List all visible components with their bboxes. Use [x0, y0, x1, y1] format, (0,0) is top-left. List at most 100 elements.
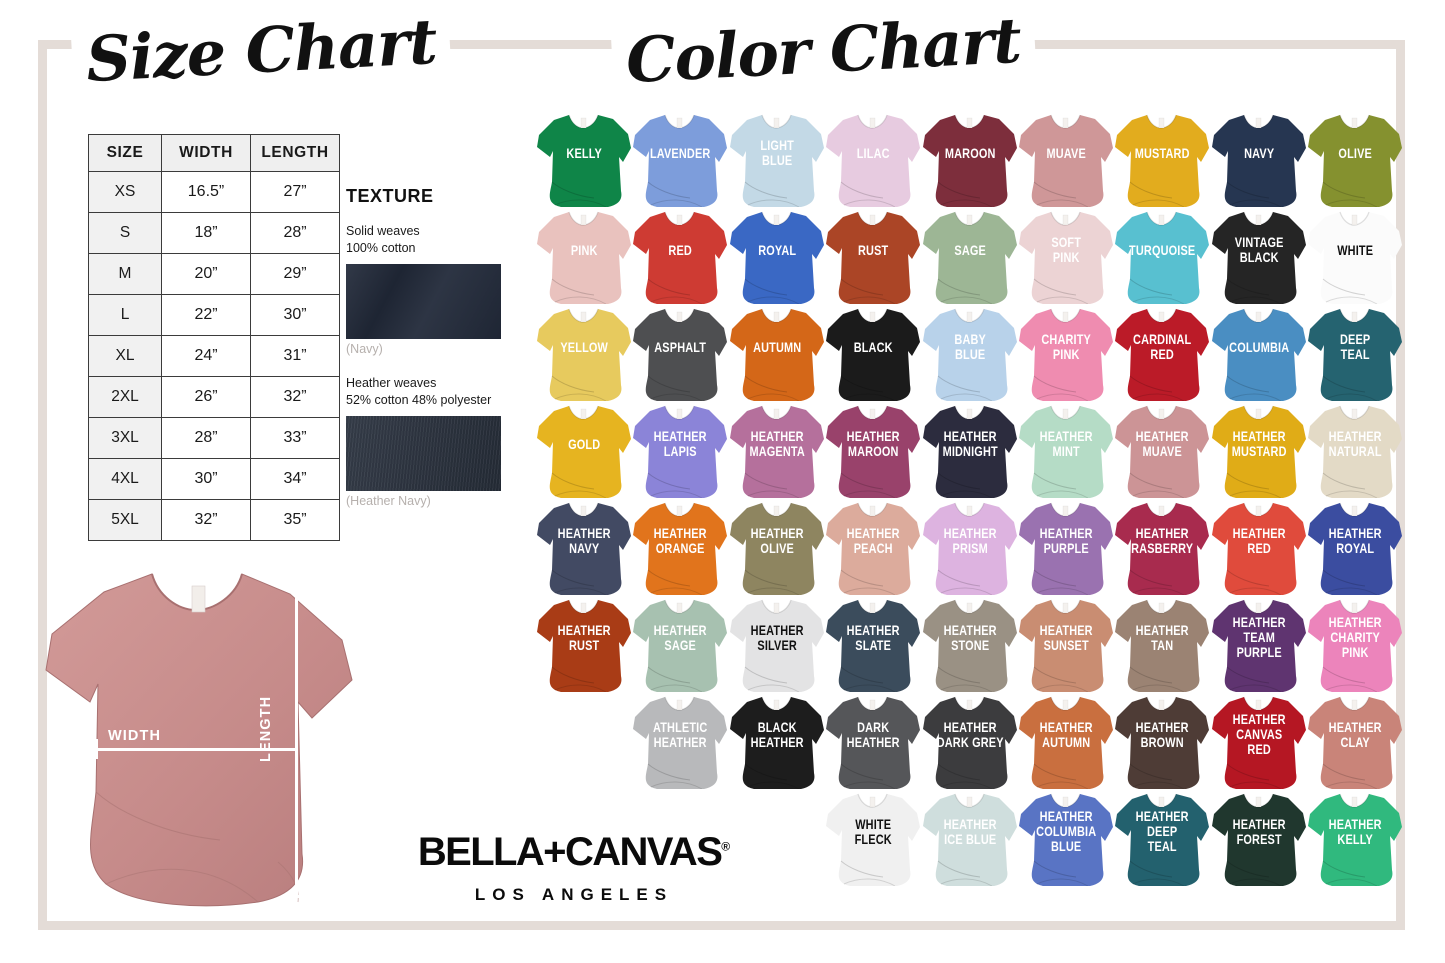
tshirt-icon	[1308, 793, 1403, 886]
color-swatch-shirt[interactable]: HEATHER NATURAL	[1307, 401, 1403, 498]
color-swatch-shirt[interactable]: NAVY	[1211, 110, 1307, 207]
color-swatch-shirt[interactable]: HEATHER PURPLE	[1018, 498, 1114, 595]
color-swatch-shirt[interactable]: HEATHER SUNSET	[1018, 595, 1114, 692]
table-row: 3XL 28” 33”	[88, 417, 340, 459]
color-swatch-shirt[interactable]: BLACK HEATHER	[729, 692, 825, 789]
column-header-width: WIDTH	[161, 134, 251, 172]
color-swatch-shirt[interactable]: ASPHALT	[632, 304, 728, 401]
color-swatch-shirt[interactable]: RED	[632, 207, 728, 304]
color-swatch-shirt[interactable]: HEATHER PEACH	[825, 498, 921, 595]
color-swatch-shirt[interactable]: HEATHER NAVY	[536, 498, 632, 595]
tshirt-icon	[729, 211, 824, 304]
color-swatch-shirt[interactable]: HEATHER AUTUMN	[1018, 692, 1114, 789]
tshirt-icon	[1211, 211, 1306, 304]
color-swatch-shirt[interactable]: BABY BLUE	[922, 304, 1018, 401]
color-swatch-shirt[interactable]: PINK	[536, 207, 632, 304]
color-swatch-shirt[interactable]: HEATHER OLIVE	[729, 498, 825, 595]
color-swatch-shirt[interactable]: COLUMBIA	[1211, 304, 1307, 401]
cell-size: S	[88, 212, 162, 254]
tshirt-icon	[729, 502, 824, 595]
color-swatch-shirt[interactable]: SOFT PINK	[1018, 207, 1114, 304]
tshirt-icon	[633, 114, 728, 207]
color-swatch-shirt[interactable]: HEATHER KELLY	[1307, 789, 1403, 886]
color-swatch-shirt[interactable]: HEATHER MINT	[1018, 401, 1114, 498]
color-swatch-shirt[interactable]: HEATHER ORANGE	[632, 498, 728, 595]
cell-length: 32”	[250, 376, 340, 418]
color-swatch-shirt[interactable]: HEATHER SLATE	[825, 595, 921, 692]
color-swatch-shirt[interactable]: HEATHER SAGE	[632, 595, 728, 692]
color-swatch-shirt[interactable]: HEATHER LAPIS	[632, 401, 728, 498]
color-swatch-shirt[interactable]: HEATHER RED	[1211, 498, 1307, 595]
color-swatch-shirt[interactable]: DARK HEATHER	[825, 692, 921, 789]
color-swatch-shirt[interactable]: CHARITY PINK	[1018, 304, 1114, 401]
color-swatch-shirt[interactable]: DEEP TEAL	[1307, 304, 1403, 401]
color-swatch-shirt[interactable]: HEATHER TAN	[1114, 595, 1210, 692]
color-swatch-shirt[interactable]: TURQUOISE	[1114, 207, 1210, 304]
tshirt-icon	[1018, 696, 1113, 789]
color-swatch-shirt[interactable]: AUTUMN	[729, 304, 825, 401]
color-swatch-shirt[interactable]: HEATHER ICE BLUE	[922, 789, 1018, 886]
table-row: M 20” 29”	[88, 253, 340, 295]
color-swatch-shirt[interactable]: HEATHER FOREST	[1211, 789, 1307, 886]
color-swatch-shirt[interactable]: MUAVE	[1018, 110, 1114, 207]
color-swatch-shirt[interactable]: ATHLETIC HEATHER	[632, 692, 728, 789]
color-swatch-shirt[interactable]: HEATHER RASBERRY	[1114, 498, 1210, 595]
color-swatch-shirt[interactable]: WHITE FLECK	[825, 789, 921, 886]
color-swatch-shirt[interactable]: VINTAGE BLACK	[1211, 207, 1307, 304]
color-swatch-shirt[interactable]: HEATHER ROYAL	[1307, 498, 1403, 595]
color-swatch-shirt[interactable]: OLIVE	[1307, 110, 1403, 207]
tshirt-icon	[537, 114, 631, 207]
color-swatch-shirt[interactable]: HEATHER MUAVE	[1114, 401, 1210, 498]
color-swatch-shirt[interactable]: KELLY	[536, 110, 632, 207]
color-swatch-shirt[interactable]: HEATHER CLAY	[1307, 692, 1403, 789]
tshirt-icon	[1115, 793, 1210, 886]
color-swatch-shirt[interactable]: HEATHER STONE	[922, 595, 1018, 692]
tshirt-icon	[1115, 599, 1210, 692]
cell-size: 3XL	[88, 417, 162, 459]
color-swatch-shirt[interactable]: HEATHER RUST	[536, 595, 632, 692]
color-swatch-shirt[interactable]: WHITE	[1307, 207, 1403, 304]
color-swatch-shirt[interactable]: SAGE	[922, 207, 1018, 304]
color-swatch-shirt[interactable]: HEATHER MUSTARD	[1211, 401, 1307, 498]
color-swatch-shirt[interactable]: HEATHER CHARITY PINK	[1307, 595, 1403, 692]
color-swatch-shirt[interactable]: LILAC	[825, 110, 921, 207]
tshirt-icon	[922, 405, 1017, 498]
color-swatch-shirt[interactable]: YELLOW	[536, 304, 632, 401]
tshirt-icon	[1308, 405, 1403, 498]
color-swatch-shirt[interactable]: HEATHER DEEP TEAL	[1114, 789, 1210, 886]
tshirt-icon	[1018, 308, 1113, 401]
tshirt-icon	[1018, 599, 1113, 692]
color-swatch-shirt[interactable]: LIGHT BLUE	[729, 110, 825, 207]
color-swatch-shirt[interactable]: HEATHER CANVAS RED	[1211, 692, 1307, 789]
color-swatch-shirt[interactable]: HEATHER DARK GREY	[922, 692, 1018, 789]
color-swatch-shirt[interactable]: MUSTARD	[1114, 110, 1210, 207]
cell-width: 30”	[161, 458, 251, 500]
tshirt-icon	[1018, 211, 1113, 304]
color-swatch-shirt[interactable]: HEATHER PRISM	[922, 498, 1018, 595]
color-row: HEATHER RUST HEATHER SAGE HEATHER SILVER HE…	[536, 595, 1404, 692]
color-swatch-shirt[interactable]: HEATHER COLUMBIA BLUE	[1018, 789, 1114, 886]
tshirt-icon	[1308, 114, 1403, 207]
tshirt-icon	[1115, 405, 1210, 498]
cell-width: 18”	[161, 212, 251, 254]
color-swatch-shirt[interactable]: HEATHER MAROON	[825, 401, 921, 498]
color-swatch-shirt[interactable]: CARDINAL RED	[1114, 304, 1210, 401]
cell-size: L	[88, 294, 162, 336]
width-measure-cap	[95, 739, 98, 759]
tshirt-icon	[922, 308, 1017, 401]
tshirt-icon	[633, 211, 728, 304]
color-swatch-shirt[interactable]: GOLD	[536, 401, 632, 498]
color-swatch-shirt[interactable]: ROYAL	[729, 207, 825, 304]
color-swatch-shirt[interactable]: MAROON	[922, 110, 1018, 207]
color-swatch-shirt[interactable]: HEATHER BROWN	[1114, 692, 1210, 789]
color-swatch-shirt[interactable]: LAVENDER	[632, 110, 728, 207]
bella-canvas-logo: BELLA+CANVAS® LOS ANGELES	[374, 832, 774, 905]
color-swatch-shirt[interactable]: RUST	[825, 207, 921, 304]
color-swatch-shirt[interactable]: HEATHER SILVER	[729, 595, 825, 692]
color-swatch-shirt[interactable]: HEATHER TEAM PURPLE	[1211, 595, 1307, 692]
tshirt-icon	[729, 308, 824, 401]
color-swatch-shirt[interactable]: HEATHER MIDNIGHT	[922, 401, 1018, 498]
color-swatch-shirt[interactable]: HEATHER MAGENTA	[729, 401, 825, 498]
color-swatch-shirt[interactable]: BLACK	[825, 304, 921, 401]
cell-size: XL	[88, 335, 162, 377]
